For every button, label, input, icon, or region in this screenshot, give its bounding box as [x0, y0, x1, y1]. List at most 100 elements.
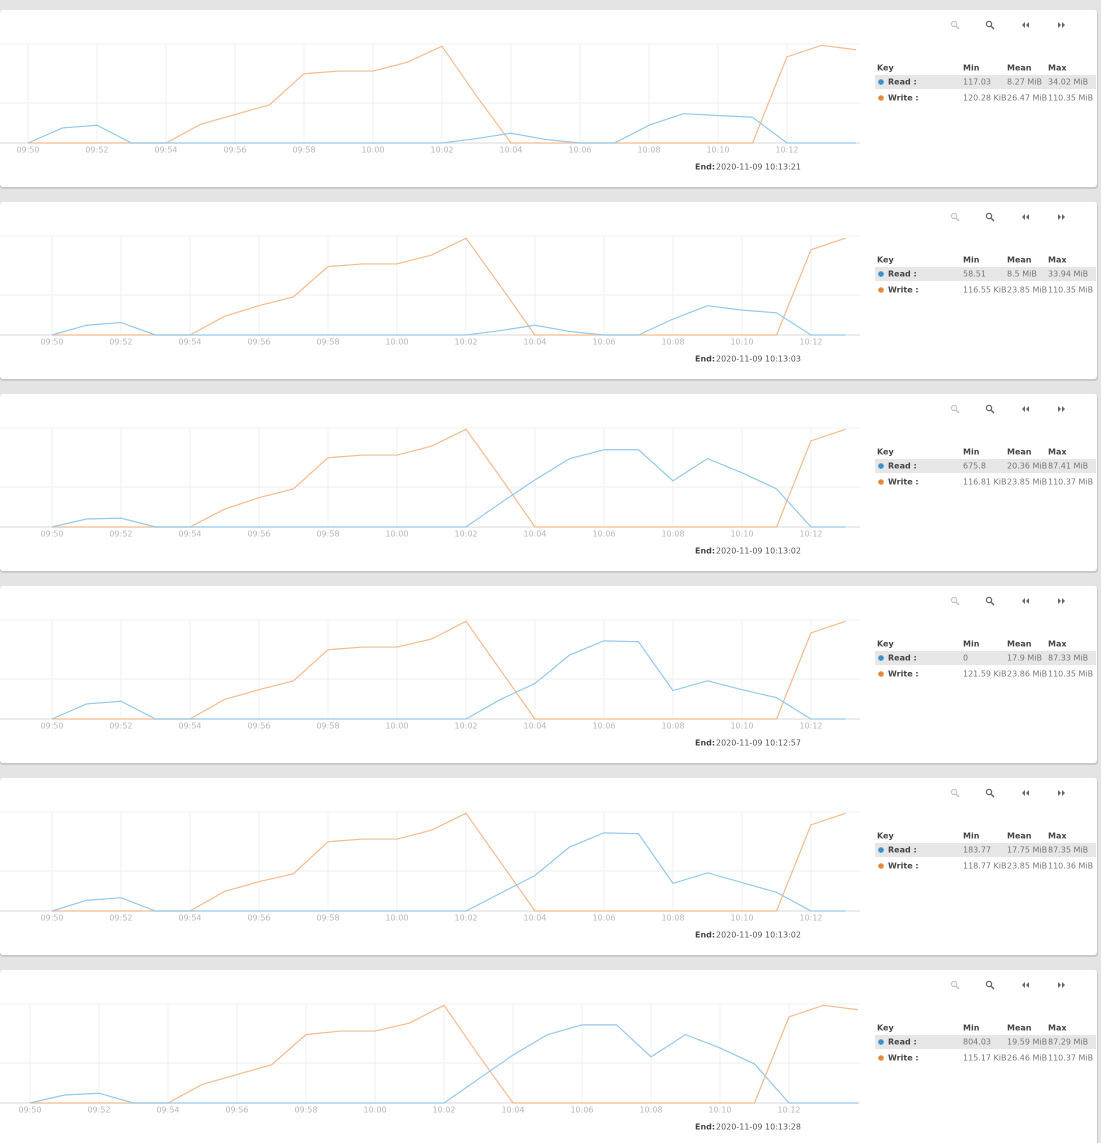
- lines: [27, 44, 857, 144]
- legend-name[interactable]: Read :: [888, 462, 917, 471]
- icon: [1026, 598, 1029, 604]
- series-line: [51, 305, 846, 336]
- x-tick-label: 10:04: [523, 914, 546, 923]
- x-tick-label: 09:50: [40, 722, 63, 731]
- x-tick-label: 10:08: [639, 1106, 662, 1115]
- zoom-in-button[interactable]: [985, 596, 995, 606]
- icon: [1062, 22, 1065, 28]
- x-tick-label: 09:56: [225, 1106, 248, 1115]
- x-tick-label: 09:54: [156, 1106, 179, 1115]
- icon: [1022, 790, 1025, 796]
- zoom-in-button[interactable]: [985, 788, 995, 798]
- zoom-in-button[interactable]: [985, 212, 995, 222]
- legend-max: 87.41 MiB: [1048, 462, 1088, 471]
- zoom-out-button[interactable]: [950, 212, 960, 222]
- zoom-in-button[interactable]: [985, 404, 995, 414]
- legend-header: Max: [1048, 832, 1067, 841]
- x-tick-label: 09:54: [178, 914, 201, 923]
- legend-mean: 8.5 MiB: [1007, 270, 1037, 279]
- x-tick-label: 10:12: [799, 530, 822, 539]
- rewind-button[interactable]: [1022, 22, 1029, 28]
- legend-header: Mean: [1007, 256, 1032, 265]
- zoom-out-button[interactable]: [950, 980, 960, 990]
- legend-mean: 8.27 MiB: [1007, 78, 1042, 87]
- forward-button[interactable]: [1058, 406, 1065, 412]
- legend-name[interactable]: Read :: [888, 270, 917, 279]
- x-tick-label: 09:56: [247, 530, 270, 539]
- rewind-button[interactable]: [1022, 598, 1029, 604]
- x-tick-label: 10:12: [777, 1106, 800, 1115]
- legend-header: Key: [877, 64, 894, 73]
- end-label: End:: [695, 547, 715, 556]
- legend-name[interactable]: Write :: [888, 94, 919, 103]
- legend-name[interactable]: Write :: [888, 670, 919, 679]
- legend-name[interactable]: Read :: [888, 654, 917, 663]
- x-tick-label: 09:50: [16, 146, 39, 155]
- legend-min: 121.59 KiB: [963, 670, 1007, 679]
- zoom-out-button[interactable]: [950, 20, 960, 30]
- forward-button[interactable]: [1058, 214, 1065, 220]
- legend-name[interactable]: Read :: [888, 846, 917, 855]
- rewind-button[interactable]: [1022, 790, 1029, 796]
- end-time: 2020-11-09 10:12:57: [716, 739, 801, 748]
- zoom-out-button[interactable]: [950, 596, 960, 606]
- rewind-button[interactable]: [1022, 406, 1029, 412]
- icon: [955, 25, 960, 30]
- icon: [950, 212, 958, 220]
- x-tick-label: 10:06: [570, 1106, 593, 1115]
- x-tick-label: 09:50: [40, 530, 63, 539]
- x-tick-label: 09:58: [316, 530, 339, 539]
- icon: [985, 788, 993, 796]
- legend-name[interactable]: Write :: [888, 862, 919, 871]
- icon: [990, 217, 995, 222]
- x-tick-label: 10:02: [454, 914, 477, 923]
- legend-mean: 20.36 MiB: [1007, 462, 1047, 471]
- x-tick-label: 10:02: [454, 338, 477, 347]
- legend-mean: 23.86 MiB: [1007, 670, 1047, 679]
- legend-name[interactable]: Write :: [888, 1054, 919, 1063]
- legend-mean: 19.59 MiB: [1007, 1038, 1047, 1047]
- x-tick-label: 09:52: [109, 530, 132, 539]
- zoom-out-button[interactable]: [950, 788, 960, 798]
- legend-name[interactable]: Read :: [888, 78, 917, 87]
- icon: [985, 980, 993, 988]
- rewind-button[interactable]: [1022, 982, 1029, 988]
- legend-marker: [878, 479, 884, 485]
- forward-button[interactable]: [1058, 598, 1065, 604]
- rewind-button[interactable]: [1022, 214, 1029, 220]
- chart-panel: 09:50 09:52 09:54 09:56 09:58 10:00 10:02 10:04…: [0, 970, 1098, 1143]
- legend-mean: 26.46 MiB: [1007, 1054, 1047, 1063]
- icon: [950, 404, 958, 412]
- icon: [990, 985, 995, 990]
- end-label: End:: [695, 163, 715, 172]
- legend-header: Min: [963, 448, 980, 457]
- x-tick-label: 09:50: [18, 1106, 41, 1115]
- legend-max: 87.29 MiB: [1048, 1038, 1088, 1047]
- legend-header: Key: [877, 1024, 894, 1033]
- icon: [985, 596, 993, 604]
- x-tick-label: 09:50: [40, 338, 63, 347]
- legend-name[interactable]: Read :: [888, 1038, 917, 1047]
- icon: [1026, 790, 1029, 796]
- zoom-out-button[interactable]: [950, 404, 960, 414]
- x-tick-label: 10:04: [499, 146, 522, 155]
- icon: [955, 985, 960, 990]
- forward-button[interactable]: [1058, 982, 1065, 988]
- forward-button[interactable]: [1058, 790, 1065, 796]
- x-tick-label: 09:54: [178, 338, 201, 347]
- legend-marker: [878, 1055, 884, 1061]
- legend-name[interactable]: Write :: [888, 286, 919, 295]
- legend-name[interactable]: Write :: [888, 478, 919, 487]
- zoom-in-button[interactable]: [985, 980, 995, 990]
- legend-marker: [878, 655, 884, 661]
- legend-mean: 17.9 MiB: [1007, 654, 1042, 663]
- panel-bg: [0, 394, 1097, 571]
- legend-mean: 23.85 MiB: [1007, 862, 1047, 871]
- icon: [1022, 406, 1025, 412]
- legend-marker: [878, 271, 884, 277]
- legend-marker: [878, 847, 884, 853]
- zoom-in-button[interactable]: [985, 20, 995, 30]
- lines: [51, 428, 846, 528]
- legend-header: Mean: [1007, 1024, 1032, 1033]
- forward-button[interactable]: [1058, 22, 1065, 28]
